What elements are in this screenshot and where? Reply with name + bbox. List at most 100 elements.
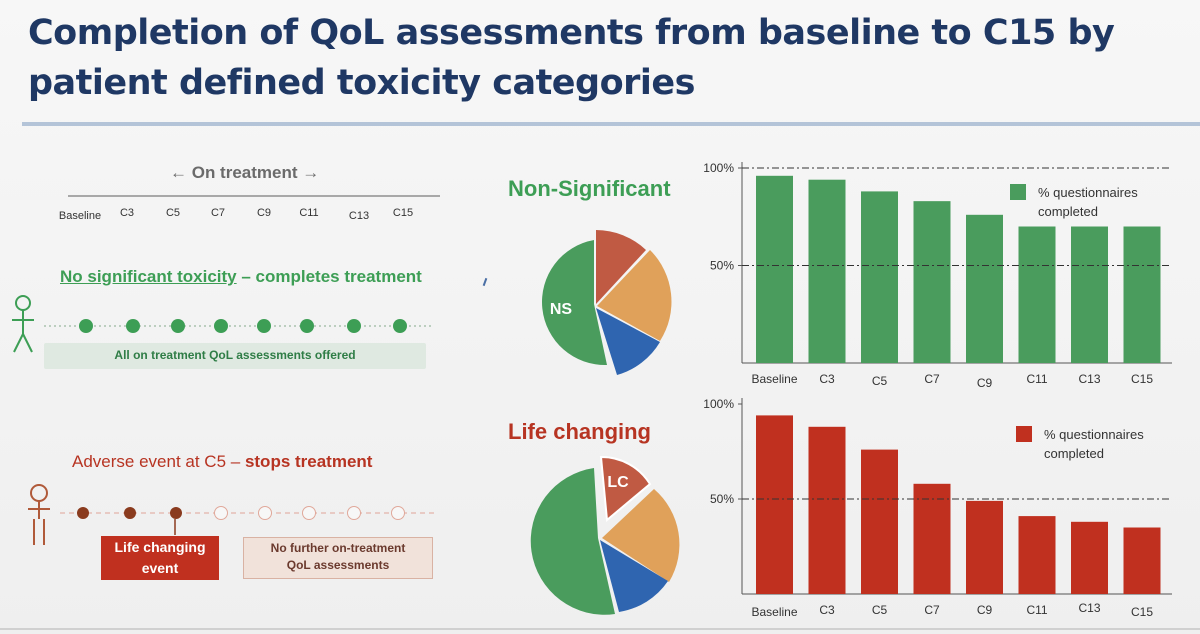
timeline-label-c3: C3 (119, 207, 135, 219)
ns-scenario-heading: No significant toxicity – completes trea… (60, 267, 422, 287)
lc-dot-completed (124, 507, 136, 519)
ns-xtick-label: C13 (1078, 372, 1100, 386)
ns-xtick-label: Baseline (751, 372, 797, 386)
lc-pie-slice-orange (602, 489, 680, 582)
ns-ytick-label: 50% (710, 259, 734, 273)
ns-dot (171, 319, 185, 333)
ns-ytick-label: 100% (703, 161, 734, 175)
page-title: Completion of QoL assessments from basel… (28, 13, 1115, 103)
ns-offered-label: All on treatment QoL assessments offered (114, 348, 356, 362)
ns-bar-c9 (966, 214, 1003, 363)
no-further-line2: QoL assessments (286, 558, 390, 572)
lc-bar-baseline (756, 415, 793, 594)
lc-pie-label: LC (607, 474, 629, 491)
title-divider (22, 122, 1200, 126)
lc-completion-bar-chart: 100% 50% Baseline C3 C5 C7 C9 C11 C13 C15 % questi… (703, 397, 1172, 619)
ns-pie-label: NS (550, 301, 573, 318)
ns-pie-slice-brick (596, 230, 646, 304)
ns-heading-part1: No significant toxicity (60, 267, 237, 286)
lc-dot-missed (258, 506, 272, 520)
lc-pie-slice-blue (600, 540, 668, 612)
ns-dot (393, 319, 407, 333)
ns-dot (300, 319, 314, 333)
lc-xtick-label: C9 (977, 603, 993, 617)
lc-pie-slice-lc (599, 455, 652, 522)
lc-bar-c3 (808, 426, 846, 594)
ns-pie-slice-orange (597, 250, 672, 341)
ns-bar-c7 (913, 201, 951, 363)
life-changing-event-line1: Life changing (114, 539, 206, 555)
lc-dashed-line (60, 512, 436, 535)
lc-xtick-label: C11 (1026, 603, 1047, 617)
lc-heading-part1: Adverse event at C5 – (72, 452, 245, 471)
ns-pie-slice-blue (596, 308, 660, 375)
timeline-label-c9: C9 (256, 207, 272, 219)
timeline-label-c7: C7 (210, 207, 226, 219)
ns-xtick-label: C15 (1131, 372, 1153, 386)
lc-legend-swatch (1016, 426, 1032, 442)
ns-xtick-label: C9 (977, 376, 993, 390)
ns-bar-c3 (808, 179, 846, 363)
ns-legend-label-line1: % questionnaires (1038, 185, 1138, 200)
lc-xtick-label: C15 (1131, 605, 1153, 619)
ns-pie-title: Non-Significant (508, 176, 671, 201)
lc-pie-title: Life changing (508, 419, 651, 444)
no-further-box (243, 537, 433, 579)
lc-dot-missed (391, 506, 405, 520)
timeline-label-c15: C15 (392, 207, 414, 219)
ns-pie-slice-ns (542, 240, 607, 366)
bottom-divider (0, 628, 1200, 630)
lc-bar-c7 (913, 483, 951, 594)
ns-legend-swatch (1010, 184, 1026, 200)
ns-bar-baseline (756, 175, 793, 363)
life-changing-event-line2: event (141, 560, 179, 576)
lc-dot-missed (302, 506, 316, 520)
lc-xtick-label: C3 (819, 603, 835, 617)
ns-xtick-label: C5 (872, 374, 888, 388)
lc-pie-slice-main (530, 468, 615, 615)
ns-dot (126, 319, 140, 333)
lc-ytick-label: 50% (710, 492, 734, 506)
timeline-label-c11: C11 (299, 207, 319, 219)
ns-dot (79, 319, 93, 333)
lc-pie-chart: LC (530, 455, 680, 615)
lc-bar-c15 (1123, 527, 1161, 594)
ns-bar-c5 (861, 191, 898, 363)
no-further-line1: No further on-treatment (270, 541, 406, 555)
ns-dot (257, 319, 271, 333)
lc-dot-missed (347, 506, 361, 520)
ns-xtick-label: C3 (819, 372, 835, 386)
ns-bar-c15 (1123, 226, 1161, 363)
ns-dot (214, 319, 228, 333)
stray-mark (482, 277, 488, 287)
ns-bar-c13 (1071, 226, 1108, 363)
person-icon (12, 295, 34, 353)
lc-dot-completed (77, 507, 89, 519)
lc-legend-label-line1: % questionnaires (1044, 427, 1144, 442)
ns-completion-bar-chart: 100% 50% Baseline C3 C5 C7 C9 C11 C13 C15 % questi… (703, 161, 1172, 390)
timeline-label-c13: C13 (348, 210, 370, 222)
lc-scenario-heading: Adverse event at C5 – stops treatment (72, 452, 372, 472)
lc-dot-completed (170, 507, 182, 519)
lc-heading-part2: stops treatment (244, 452, 373, 471)
lc-ytick-label: 100% (703, 397, 734, 411)
lc-bar-c13 (1071, 521, 1108, 594)
lc-xtick-label: Baseline (751, 605, 797, 619)
ns-bar-c11 (1018, 226, 1056, 363)
ns-offered-box (44, 343, 426, 369)
ns-xtick-label: C7 (924, 372, 940, 386)
lc-dot-missed (214, 506, 228, 520)
ns-xtick-label: C11 (1026, 372, 1047, 386)
ns-pie-chart: NS (542, 230, 672, 375)
lc-xtick-label: C7 (924, 603, 940, 617)
lc-xtick-label: C13 (1078, 601, 1100, 615)
ns-legend-label-line2: completed (1038, 204, 1098, 219)
lc-bar-c11 (1018, 516, 1056, 594)
ns-dot (347, 319, 361, 333)
life-changing-event-box (101, 536, 219, 580)
lc-bar-c9 (966, 500, 1003, 594)
on-treatment-label: ← On treatment → (170, 163, 320, 182)
patient-icon (28, 484, 50, 545)
lc-bar-c5 (861, 449, 898, 594)
timeline-axis (68, 195, 440, 197)
